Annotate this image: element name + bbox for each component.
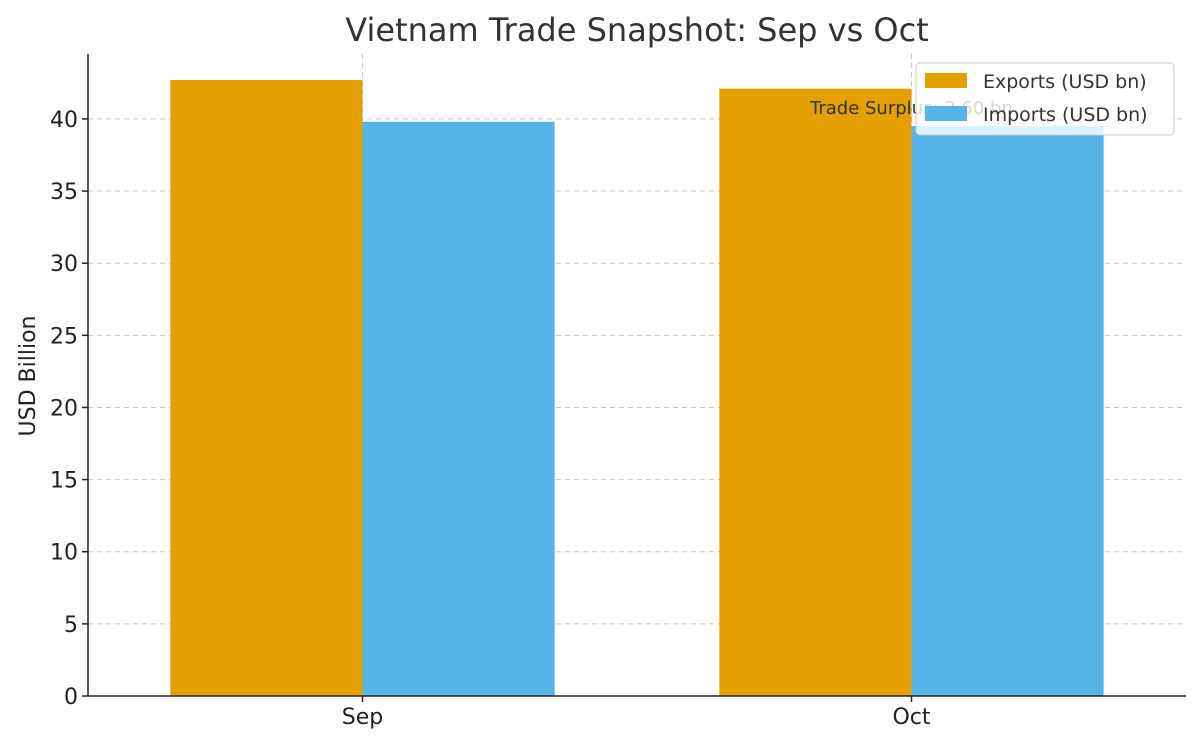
x-tick-label-sep: Sep <box>342 705 383 730</box>
bar-exports-sep <box>170 79 363 697</box>
y-axis-label: USD Billion <box>16 316 41 437</box>
axes: 0 5 10 15 20 25 30 35 40 Sep Oct <box>50 54 1186 730</box>
legend-box <box>915 62 1175 136</box>
y-tick-label: 40 <box>50 108 78 133</box>
chart-title: Vietnam Trade Snapshot: Sep vs Oct <box>345 11 928 49</box>
legend-label-exports: Exports (USD bn) <box>983 71 1147 93</box>
bars <box>170 79 1104 697</box>
y-tick-label: 35 <box>50 180 78 205</box>
y-tick-label: 0 <box>64 685 78 710</box>
legend-label-imports: Imports (USD bn) <box>983 104 1148 126</box>
bar-imports-oct <box>911 126 1104 697</box>
x-tick-label-oct: Oct <box>892 705 930 730</box>
legend-swatch-imports <box>925 106 967 121</box>
y-tick-label: 25 <box>50 324 78 349</box>
y-tick-label: 5 <box>64 613 78 638</box>
y-tick-label: 20 <box>50 396 78 421</box>
bar-imports-sep <box>362 121 555 696</box>
bar-exports-oct <box>719 88 912 697</box>
legend-swatch-exports <box>925 73 967 88</box>
y-tick-label: 30 <box>50 252 78 277</box>
y-tick-label: 10 <box>50 541 78 566</box>
y-tick-label: 15 <box>50 469 78 494</box>
legend: Exports (USD bn) Imports (USD bn) <box>915 62 1175 136</box>
